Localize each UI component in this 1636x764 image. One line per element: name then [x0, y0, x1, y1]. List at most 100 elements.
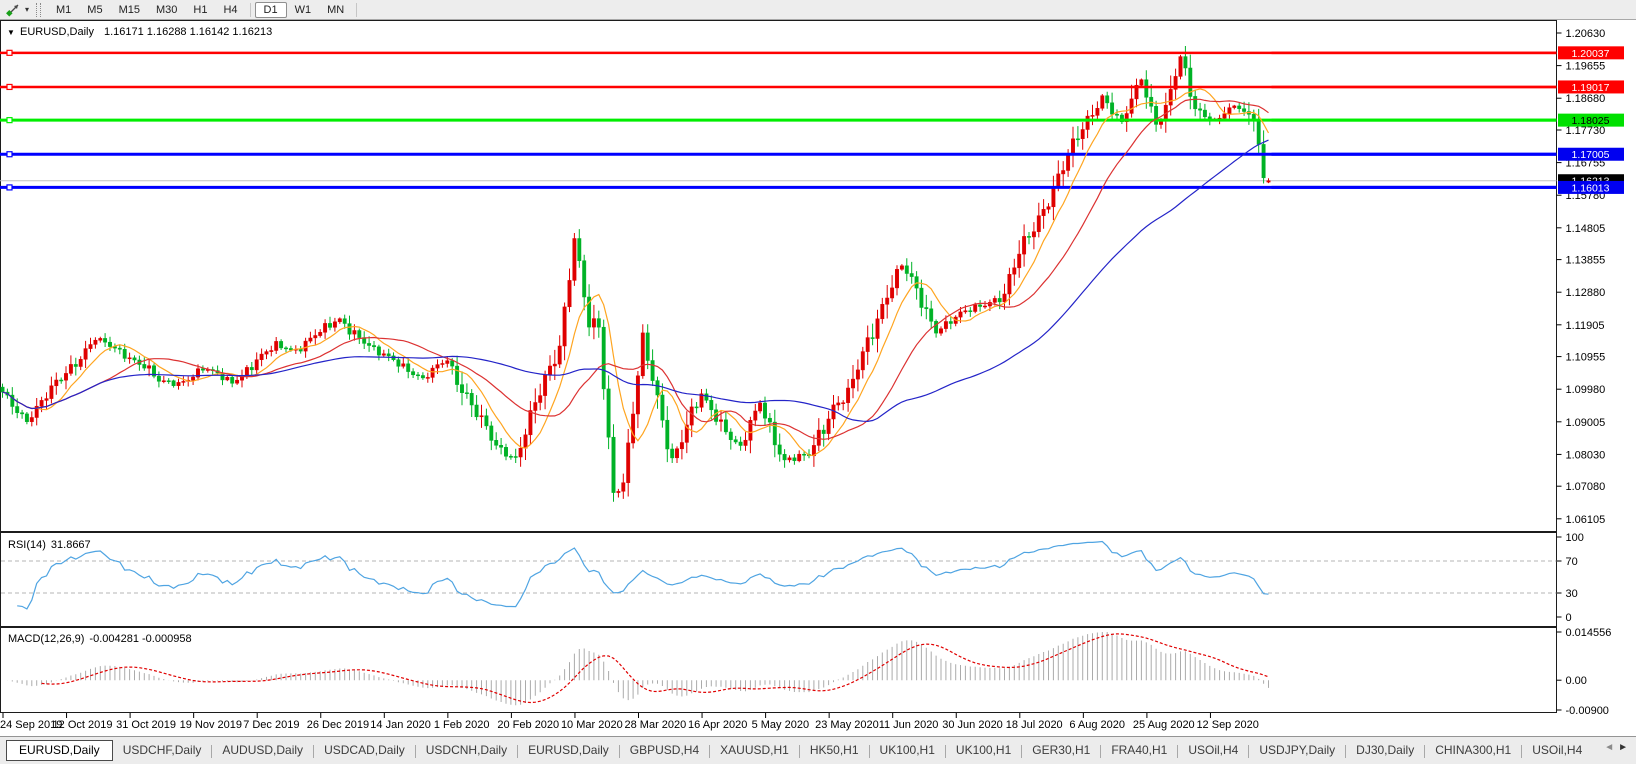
- svg-text:18 Jul 2020: 18 Jul 2020: [1006, 719, 1063, 731]
- timeframe-button-h4[interactable]: H4: [223, 3, 238, 16]
- drawing-tool-icon[interactable]: [5, 3, 22, 17]
- rsi-label: RSI(14) 31.8667: [8, 539, 91, 551]
- chart-tab-12[interactable]: FRA40,H1: [1111, 743, 1168, 757]
- svg-text:1.16013: 1.16013: [1572, 182, 1610, 194]
- price-tag-1.19017: 1.19017: [1558, 80, 1624, 94]
- tab-separator: [313, 745, 315, 758]
- svg-text:1.14805: 1.14805: [1566, 223, 1606, 235]
- svg-text:25 Aug 2020: 25 Aug 2020: [1133, 719, 1195, 731]
- ma-mid-line: [2, 98, 1269, 440]
- svg-text:1.09005: 1.09005: [1566, 417, 1606, 429]
- toolbar-separator: [356, 2, 358, 17]
- svg-text:70: 70: [1566, 556, 1578, 568]
- tab-scroll-arrows: ◄►: [1604, 742, 1632, 753]
- svg-text:1.17005: 1.17005: [1572, 149, 1610, 161]
- tab-separator: [1424, 745, 1426, 758]
- svg-text:28 Mar 2020: 28 Mar 2020: [625, 719, 687, 731]
- chart-tab-6[interactable]: GBPUSD,H4: [629, 743, 700, 757]
- svg-text:1.13855: 1.13855: [1566, 255, 1606, 267]
- price-axis: 1.206301.196551.186801.177301.167551.157…: [1271, 28, 1624, 717]
- svg-text:1.08030: 1.08030: [1566, 449, 1606, 461]
- chart-tab-3[interactable]: USDCAD,Daily: [324, 743, 405, 757]
- chart-title: EURUSD,Daily 1.16171 1.16288 1.16142 1.16…: [20, 26, 272, 38]
- chart-tab-11[interactable]: GER30,H1: [1032, 743, 1091, 757]
- timeframe-button-m30[interactable]: M30: [155, 3, 178, 16]
- tabs-scroll-left-icon[interactable]: ◄: [1604, 742, 1619, 753]
- price-tag-1.20037: 1.20037: [1558, 46, 1624, 60]
- svg-text:31 Oct 2019: 31 Oct 2019: [116, 719, 176, 731]
- rsi-line: [17, 540, 1269, 610]
- svg-text:23 May 2020: 23 May 2020: [815, 719, 879, 731]
- tab-separator: [709, 745, 711, 758]
- svg-text:1.11905: 1.11905: [1566, 320, 1605, 332]
- tab-separator: [798, 745, 800, 758]
- hline-handle: [6, 49, 13, 56]
- tabs-scroll-right-icon[interactable]: ►: [1618, 742, 1632, 753]
- chart-tab-16[interactable]: CHINA300,H1: [1435, 743, 1512, 757]
- chart-tab-17[interactable]: USOil,H4: [1532, 743, 1583, 757]
- chart-tab-10[interactable]: UK100,H1: [955, 743, 1012, 757]
- hline-handle: [6, 184, 13, 191]
- timeframe-button-m5[interactable]: M5: [87, 3, 103, 16]
- svg-text:0.00: 0.00: [1566, 675, 1587, 687]
- timeframe-button-w1[interactable]: W1: [294, 3, 312, 16]
- chart-tab-1[interactable]: USDCHF,Daily: [122, 743, 202, 757]
- svg-text:0: 0: [1566, 612, 1572, 624]
- tab-separator: [1177, 745, 1179, 758]
- svg-text:19 Nov 2019: 19 Nov 2019: [180, 719, 242, 731]
- tab-separator: [1521, 745, 1523, 758]
- chart-tab-15[interactable]: DJ30,Daily: [1356, 743, 1415, 757]
- svg-text:16 Apr 2020: 16 Apr 2020: [688, 719, 747, 731]
- svg-text:1.19655: 1.19655: [1566, 61, 1606, 73]
- timeframe-button-m1[interactable]: M1: [56, 3, 72, 16]
- macd-signal-line: [41, 633, 1269, 704]
- svg-text:1.20630: 1.20630: [1566, 28, 1606, 40]
- svg-text:1.18025: 1.18025: [1572, 115, 1610, 127]
- candles-layer: [0, 46, 1271, 502]
- timeframe-button-mn[interactable]: MN: [327, 3, 345, 16]
- chart-tab-5[interactable]: EURUSD,Daily: [528, 743, 609, 757]
- timeframe-button-m15[interactable]: M15: [118, 3, 140, 16]
- tab-separator: [944, 745, 946, 758]
- chart-tab-9[interactable]: UK100,H1: [879, 743, 935, 757]
- chart-tab-8[interactable]: HK50,H1: [809, 743, 859, 757]
- timeframe-button-h1[interactable]: H1: [193, 3, 208, 16]
- chart-tab-2[interactable]: AUDUSD,Daily: [222, 743, 304, 757]
- svg-text:1.12880: 1.12880: [1566, 287, 1606, 299]
- hline-handle: [6, 83, 13, 91]
- toolbar-grip[interactable]: [36, 2, 42, 17]
- svg-text:5 May 2020: 5 May 2020: [752, 719, 809, 731]
- chart-tab-14[interactable]: USDJPY,Daily: [1259, 743, 1336, 757]
- chart-canvas[interactable]: 1.206301.196551.186801.177301.167551.157…: [0, 20, 1636, 736]
- tool-dropdown-caret[interactable]: ▾: [25, 5, 30, 14]
- symbol-menu-icon[interactable]: ▼: [7, 28, 15, 37]
- price-tag-1.17005: 1.17005: [1558, 147, 1624, 161]
- svg-text:20 Feb 2020: 20 Feb 2020: [497, 719, 559, 731]
- svg-text:26 Dec 2019: 26 Dec 2019: [307, 719, 369, 731]
- svg-text:1 Feb 2020: 1 Feb 2020: [434, 719, 490, 731]
- svg-text:14 Jan 2020: 14 Jan 2020: [370, 719, 431, 731]
- tab-separator: [1248, 745, 1250, 758]
- svg-text:11 Jun 2020: 11 Jun 2020: [879, 719, 939, 731]
- chart-tab-bar: EURUSD,Daily USDCHF,Daily AUDUSD,Daily USDC…: [0, 736, 1636, 764]
- tab-separator: [1100, 745, 1102, 758]
- tab-separator: [618, 745, 620, 758]
- chart-tab-4[interactable]: USDCNH,Daily: [425, 743, 508, 757]
- chart-tab-7[interactable]: XAUUSD,H1: [720, 743, 789, 757]
- svg-text:12 Sep 2020: 12 Sep 2020: [1196, 719, 1258, 731]
- svg-text:1.20037: 1.20037: [1572, 48, 1610, 60]
- timeframe-button-d1[interactable]: D1: [254, 1, 287, 18]
- toolbar-separator: [249, 2, 251, 17]
- svg-text:100: 100: [1566, 532, 1584, 544]
- svg-text:1.19017: 1.19017: [1572, 82, 1610, 94]
- svg-text:1.09980: 1.09980: [1566, 384, 1606, 396]
- svg-text:30: 30: [1566, 588, 1578, 600]
- svg-text:6 Aug 2020: 6 Aug 2020: [1069, 719, 1125, 731]
- macd-label: MACD(12,26,9) -0.004281 -0.000958: [8, 633, 192, 645]
- chart-tab-13[interactable]: USOil,H4: [1188, 743, 1239, 757]
- svg-text:24 Sep 2019: 24 Sep 2019: [0, 719, 62, 731]
- tab-separator: [1345, 745, 1347, 758]
- chart-tab-0[interactable]: EURUSD,Daily: [6, 740, 113, 761]
- svg-text:-0.00900: -0.00900: [1566, 705, 1609, 717]
